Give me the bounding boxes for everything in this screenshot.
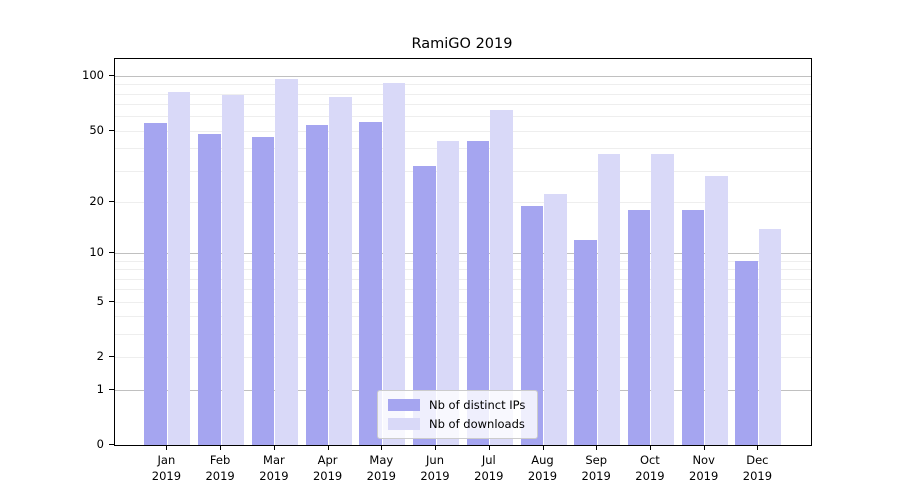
x-tick-label-nov: Nov 2019 [689, 453, 719, 483]
x-tick-label-dec: Dec 2019 [742, 453, 773, 483]
gridline-80 [115, 93, 811, 95]
bar-distinct-ips-jul [466, 140, 490, 445]
y-tick-label-1: 1 [96, 381, 104, 396]
x-tick-label-mar: Mar 2019 [259, 453, 289, 483]
legend-label-distinct-ips: Nb of distinct IPs [429, 398, 526, 412]
x-tick-label-may: May 2019 [366, 453, 396, 483]
gridline-50 [115, 130, 811, 132]
gridline-90 [115, 84, 811, 86]
x-tick-label-sep: Sep 2019 [581, 453, 611, 483]
y-tick-label-2: 2 [96, 349, 104, 364]
y-tick-mark-50 [109, 129, 114, 131]
x-tick-mark-dec [757, 445, 759, 450]
x-tick-mark-may [381, 445, 383, 450]
x-tick-label-jun: Jun 2019 [420, 453, 450, 483]
bar-downloads-aug [544, 194, 567, 445]
bar-distinct-ips-apr [305, 124, 329, 445]
gridline-70 [115, 104, 811, 106]
bar-distinct-ips-dec [735, 260, 758, 445]
bar-downloads-apr [329, 96, 352, 445]
bar-distinct-ips-jun [413, 165, 436, 445]
bar-downloads-oct [651, 154, 674, 445]
gridline-100 [115, 76, 811, 77]
x-tick-mark-feb [220, 445, 222, 450]
y-tick-mark-100 [109, 75, 114, 76]
y-tick-mark-20 [109, 200, 114, 202]
y-tick-mark-10 [109, 252, 114, 254]
bar-distinct-ips-mar [251, 137, 275, 445]
x-tick-mark-sep [596, 445, 598, 450]
bar-distinct-ips-may [359, 121, 382, 445]
bar-distinct-ips-oct [627, 209, 651, 445]
y-tick-label-0: 0 [96, 437, 104, 451]
y-tick-mark-2 [109, 356, 114, 358]
legend-label-downloads: Nb of downloads [429, 417, 525, 431]
x-tick-label-apr: Apr 2019 [312, 453, 343, 483]
x-tick-mark-nov [703, 445, 705, 450]
x-tick-mark-apr [327, 445, 329, 450]
legend-item-distinct-ips: Nb of distinct IPs [388, 398, 525, 412]
x-tick-mark-mar [273, 445, 275, 450]
bar-distinct-ips-jan [144, 123, 167, 445]
x-tick-label-jul: Jul 2019 [474, 453, 504, 483]
bar-distinct-ips-nov [681, 209, 705, 445]
bar-downloads-jun [436, 140, 459, 445]
y-tick-label-100: 100 [82, 68, 104, 82]
plot-area: Nb of distinct IPs Nb of downloads [114, 58, 812, 446]
x-tick-label-aug: Aug 2019 [527, 453, 558, 483]
y-tick-label-5: 5 [96, 293, 104, 308]
x-tick-mark-jul [488, 445, 490, 450]
x-tick-mark-oct [649, 445, 651, 450]
y-tick-mark-1 [109, 388, 114, 390]
bar-downloads-may [382, 82, 406, 445]
x-tick-label-jan: Jan 2019 [151, 453, 182, 483]
legend-swatch-distinct-ips-icon [388, 399, 420, 411]
x-tick-mark-aug [542, 445, 544, 450]
x-tick-label-oct: Oct 2019 [635, 453, 665, 483]
bar-distinct-ips-sep [574, 239, 597, 445]
bar-downloads-dec [758, 228, 782, 445]
x-tick-label-feb: Feb 2019 [205, 453, 235, 483]
y-tick-mark-5 [109, 300, 114, 302]
bar-distinct-ips-aug [520, 205, 543, 445]
bar-downloads-mar [275, 79, 298, 445]
legend-swatch-downloads-icon [388, 418, 420, 430]
gridline-60 [115, 116, 811, 118]
bar-downloads-sep [597, 154, 621, 445]
bar-downloads-nov [705, 175, 728, 445]
bar-downloads-feb [221, 94, 245, 445]
y-tick-label-10: 10 [89, 245, 104, 260]
bar-distinct-ips-feb [198, 133, 221, 445]
legend: Nb of distinct IPs Nb of downloads [377, 390, 539, 439]
y-tick-label-20: 20 [89, 193, 104, 208]
chart-title: RamiGO 2019 [411, 36, 513, 52]
y-tick-label-50: 50 [89, 122, 104, 137]
legend-item-downloads: Nb of downloads [388, 417, 525, 431]
x-tick-mark-jan [166, 445, 168, 450]
x-tick-mark-jun [435, 445, 436, 450]
bar-downloads-jul [490, 110, 513, 445]
bar-downloads-jan [167, 91, 191, 445]
y-tick-mark-0 [109, 444, 114, 445]
